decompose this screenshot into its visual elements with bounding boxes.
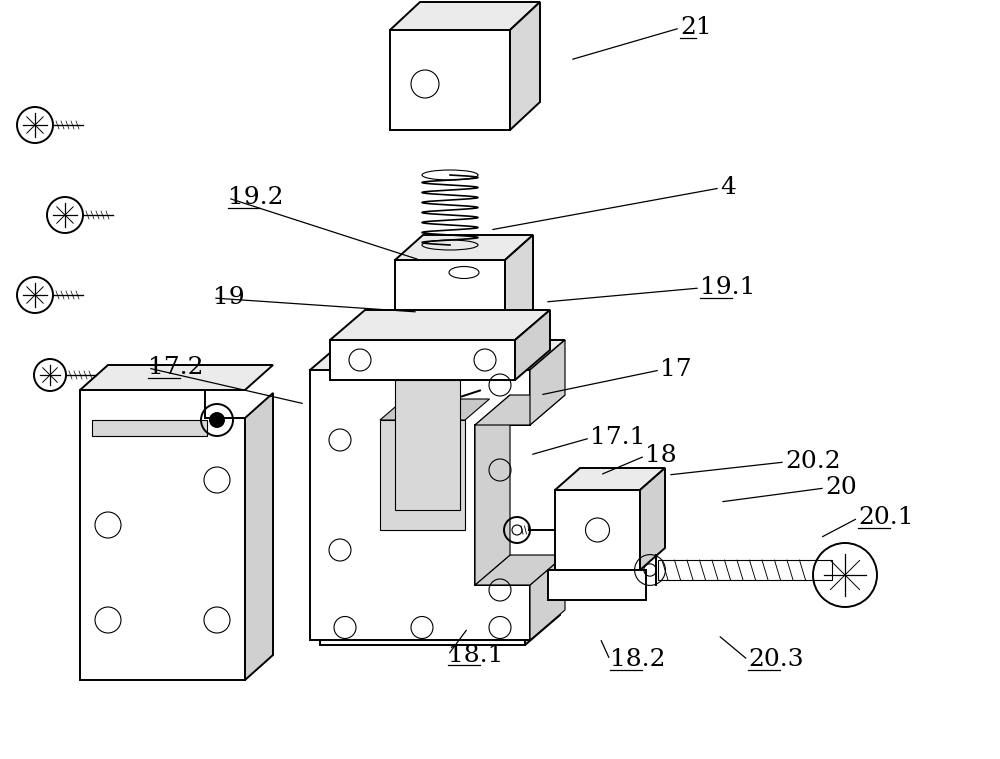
Polygon shape <box>640 468 665 570</box>
Bar <box>380 420 465 530</box>
Bar <box>548 570 646 600</box>
Polygon shape <box>330 310 550 340</box>
Circle shape <box>210 413 224 427</box>
Polygon shape <box>505 235 533 345</box>
Polygon shape <box>395 260 505 345</box>
Polygon shape <box>515 310 550 380</box>
Polygon shape <box>320 580 560 610</box>
Bar <box>395 380 460 510</box>
Polygon shape <box>245 393 273 680</box>
Polygon shape <box>480 327 500 410</box>
Text: 18: 18 <box>645 445 677 468</box>
Polygon shape <box>530 555 565 640</box>
Polygon shape <box>80 390 245 680</box>
Text: 21: 21 <box>680 17 712 39</box>
Text: 4: 4 <box>720 177 736 200</box>
Polygon shape <box>330 340 515 380</box>
Polygon shape <box>420 345 480 410</box>
Polygon shape <box>320 610 525 645</box>
Text: 17.2: 17.2 <box>148 357 204 380</box>
Polygon shape <box>475 395 565 425</box>
Text: 17: 17 <box>660 358 692 382</box>
Text: 19: 19 <box>213 286 245 310</box>
Polygon shape <box>420 327 500 345</box>
Text: 20.1: 20.1 <box>858 506 914 530</box>
Text: 19.1: 19.1 <box>700 276 755 300</box>
Text: 19.2: 19.2 <box>228 187 284 209</box>
Polygon shape <box>310 340 565 370</box>
Polygon shape <box>310 370 530 640</box>
Text: 20.3: 20.3 <box>748 648 804 672</box>
Polygon shape <box>555 490 640 570</box>
Polygon shape <box>390 30 510 130</box>
Polygon shape <box>555 468 665 490</box>
Text: 20: 20 <box>825 477 857 499</box>
Polygon shape <box>530 340 565 425</box>
Polygon shape <box>395 235 533 260</box>
Polygon shape <box>380 399 490 420</box>
Bar <box>92 420 207 436</box>
Polygon shape <box>475 395 510 585</box>
Text: 18.1: 18.1 <box>448 644 503 666</box>
Polygon shape <box>80 365 273 390</box>
Polygon shape <box>510 2 540 130</box>
Polygon shape <box>525 580 560 645</box>
Polygon shape <box>390 2 540 30</box>
Polygon shape <box>475 555 565 585</box>
Text: 17.1: 17.1 <box>590 427 645 449</box>
Text: 20.2: 20.2 <box>785 451 841 474</box>
Bar <box>658 560 832 580</box>
Text: 18.2: 18.2 <box>610 648 666 672</box>
